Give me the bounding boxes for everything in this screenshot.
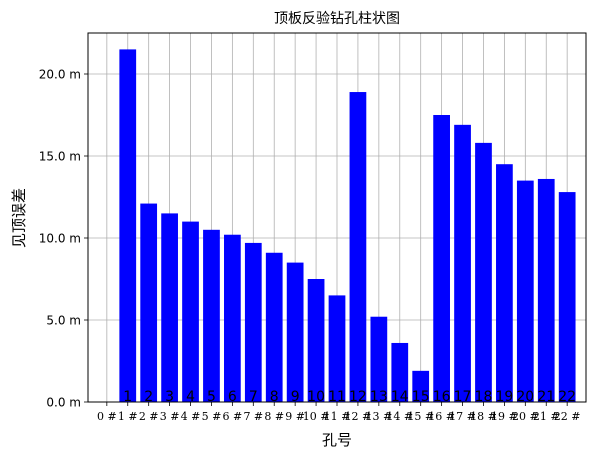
bar-label: 18 xyxy=(475,389,493,405)
x-tick-label: 6 # xyxy=(223,410,243,423)
bar xyxy=(370,316,388,402)
bar-label: 6 xyxy=(228,389,237,405)
bar-label: 15 xyxy=(412,389,430,405)
x-tick-label: 12 # xyxy=(345,410,372,423)
x-tick-label: 7 # xyxy=(243,410,263,423)
bar-label: 3 xyxy=(165,389,174,405)
bar-label: 4 xyxy=(186,389,195,405)
x-tick-label: 22 # xyxy=(554,410,581,423)
x-tick-label: 15 # xyxy=(407,410,434,423)
bar-label: 13 xyxy=(370,389,388,405)
bar xyxy=(475,142,492,402)
bar-label: 9 xyxy=(291,389,300,405)
bar-label: 10 xyxy=(307,389,325,405)
bar xyxy=(286,262,304,402)
bar xyxy=(224,234,241,402)
x-tick-label: 18 # xyxy=(470,410,497,423)
x-tick-label: 10 # xyxy=(303,410,330,423)
bar xyxy=(454,124,471,402)
ticks: 0 #1 #2 #3 #4 #5 #6 #7 #8 #9 #10 #11 #12… xyxy=(39,68,581,424)
x-tick-label: 21 # xyxy=(533,410,560,423)
x-tick-label: 3 # xyxy=(160,410,180,423)
bar xyxy=(391,342,409,402)
bars xyxy=(119,49,576,403)
bar xyxy=(161,213,178,402)
x-axis-label: 孔号 xyxy=(322,431,352,449)
bar-label: 7 xyxy=(249,389,258,405)
x-tick-label: 16 # xyxy=(428,410,455,423)
bar-label: 1 xyxy=(123,389,132,405)
y-tick-label: 10.0 m xyxy=(39,232,81,246)
bar xyxy=(349,92,367,402)
x-tick-label: 1 # xyxy=(118,410,138,423)
bar xyxy=(516,180,534,402)
x-tick-label: 8 # xyxy=(264,410,284,423)
x-tick-label: 20 # xyxy=(512,410,539,423)
bar xyxy=(265,252,283,402)
y-tick-label: 20.0 m xyxy=(39,68,81,82)
y-tick-label: 5.0 m xyxy=(46,314,81,328)
bar xyxy=(119,49,137,403)
bar-label: 5 xyxy=(207,389,216,405)
bar xyxy=(412,370,430,402)
bar-label: 8 xyxy=(270,389,279,405)
bar xyxy=(537,178,555,402)
bar xyxy=(307,279,325,402)
x-tick-label: 13 # xyxy=(365,410,392,423)
bar xyxy=(140,203,158,402)
bar-label: 16 xyxy=(433,389,451,405)
bar xyxy=(496,164,513,402)
bar-labels: 1 2 3 4 5 6 7 8 9 10 11 12 13 14 15 16 17 18 19 20 21 22 xyxy=(123,389,576,405)
y-tick-label: 0.0 m xyxy=(46,396,81,410)
x-tick-label: 2 # xyxy=(139,410,159,423)
x-tick-label: 0 # xyxy=(97,410,117,423)
bar-label: 21 xyxy=(537,389,555,405)
bar-label: 17 xyxy=(454,389,472,405)
bar-label: 2 xyxy=(144,389,153,405)
y-tick-label: 15.0 m xyxy=(39,150,81,164)
bar xyxy=(182,221,199,402)
x-tick-label: 5 # xyxy=(202,410,222,423)
bar xyxy=(328,295,346,402)
bar xyxy=(244,242,262,402)
bar xyxy=(558,192,576,402)
bar xyxy=(203,229,220,402)
x-tick-label: 9 # xyxy=(285,410,305,423)
bar-label: 22 xyxy=(558,389,576,405)
chart-title: 顶板反验钻孔柱状图 xyxy=(274,11,400,27)
bar-label: 11 xyxy=(328,389,346,405)
x-tick-label: 17 # xyxy=(449,410,476,423)
bar-label: 20 xyxy=(516,389,534,405)
x-tick-label: 11 # xyxy=(324,410,351,423)
bar xyxy=(433,115,450,402)
y-axis-label: 见顶误差 xyxy=(10,188,28,248)
bar-label: 19 xyxy=(495,389,513,405)
x-tick-label: 19 # xyxy=(491,410,518,423)
x-tick-label: 14 # xyxy=(386,410,413,423)
bar-label: 14 xyxy=(391,389,409,405)
bar-label: 12 xyxy=(349,389,367,405)
x-tick-label: 4 # xyxy=(181,410,201,423)
